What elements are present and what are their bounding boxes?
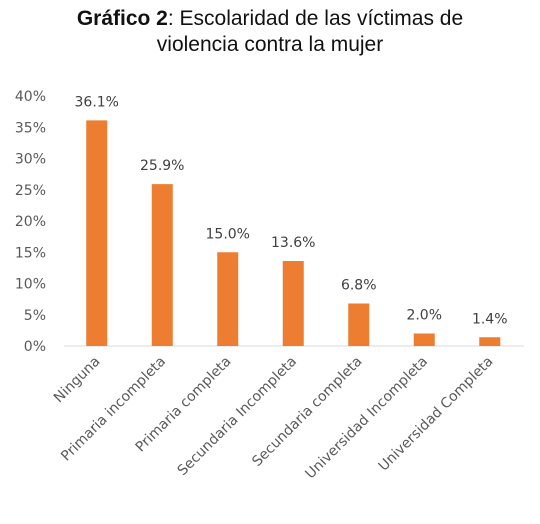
chart-title-rest: : Escolaridad de las víctimas de (167, 7, 464, 30)
y-tick-label: 35% (15, 120, 46, 136)
bar (217, 252, 239, 346)
y-tick-label: 15% (15, 245, 46, 261)
chart-title: Gráfico 2: Escolaridad de las víctimas d… (0, 6, 540, 58)
data-label: 6.8% (341, 278, 377, 294)
y-tick-label: 20% (15, 214, 46, 230)
data-label: 1.4% (472, 311, 508, 327)
bar (479, 337, 501, 346)
chart-title-line2: violencia contra la mujer (156, 33, 384, 56)
bar (86, 120, 108, 346)
data-label: 36.1% (75, 94, 119, 110)
category-label: Ninguna (51, 354, 104, 407)
category-label: Secundaria completa (249, 354, 365, 470)
data-label: 2.0% (406, 308, 442, 324)
y-tick-label: 5% (24, 308, 46, 324)
bar (282, 261, 304, 346)
data-label: 15.0% (206, 226, 250, 242)
y-tick-label: 30% (15, 152, 46, 168)
y-tick-label: 40% (15, 89, 46, 105)
category-label: Universidad Incompleta (302, 354, 431, 483)
data-labels: 36.1% 25.9% 15.0% 13.6% 6.8% 2.0% 1.4% (75, 94, 508, 327)
bars (86, 120, 501, 346)
y-axis-ticks: 0% 5% 10% 15% 20% 25% 30% 35% 40% (15, 89, 46, 355)
y-tick-label: 10% (15, 277, 46, 293)
category-label: Universidad Completa (376, 354, 497, 475)
category-label: Secundaria Incompleta (175, 354, 300, 479)
data-label: 13.6% (271, 235, 315, 251)
bar (413, 333, 435, 346)
bar (151, 184, 173, 346)
y-tick-label: 0% (24, 339, 46, 355)
y-tick-label: 25% (15, 183, 46, 199)
chart-title-bold: Gráfico 2 (76, 7, 168, 30)
bar (348, 303, 370, 346)
data-label: 25.9% (140, 158, 184, 174)
